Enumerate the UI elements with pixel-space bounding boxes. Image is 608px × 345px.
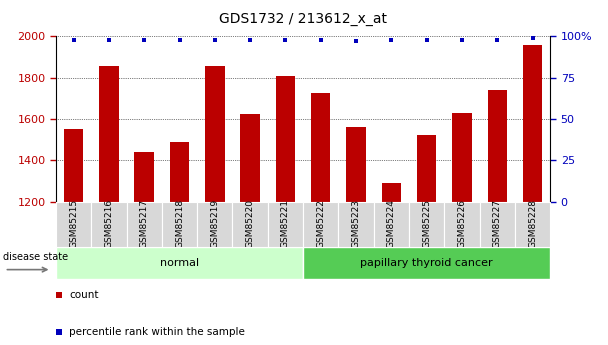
Bar: [134, 152, 154, 202]
Bar: [232, 202, 268, 247]
Bar: [303, 247, 550, 279]
Text: normal: normal: [160, 258, 199, 268]
Bar: [91, 202, 126, 247]
Text: GSM85228: GSM85228: [528, 199, 537, 248]
Bar: [488, 90, 507, 202]
Text: GSM85218: GSM85218: [175, 199, 184, 248]
Bar: [170, 142, 189, 202]
Text: papillary thyroid cancer: papillary thyroid cancer: [361, 258, 493, 268]
Text: GSM85226: GSM85226: [457, 199, 466, 248]
Text: percentile rank within the sample: percentile rank within the sample: [69, 327, 245, 337]
Bar: [275, 76, 295, 202]
Bar: [56, 202, 91, 247]
Bar: [64, 129, 83, 202]
Text: GSM85219: GSM85219: [210, 199, 219, 248]
Bar: [347, 127, 366, 202]
Text: GSM85225: GSM85225: [422, 199, 431, 248]
Text: GSM85216: GSM85216: [105, 199, 114, 248]
Bar: [515, 202, 550, 247]
Text: GSM85222: GSM85222: [316, 199, 325, 248]
Text: GSM85224: GSM85224: [387, 199, 396, 248]
Text: GDS1732 / 213612_x_at: GDS1732 / 213612_x_at: [219, 12, 387, 26]
Bar: [523, 45, 542, 202]
Text: GSM85223: GSM85223: [351, 199, 361, 248]
Bar: [126, 202, 162, 247]
Bar: [268, 202, 303, 247]
Bar: [339, 202, 374, 247]
Bar: [409, 202, 444, 247]
Bar: [382, 183, 401, 202]
Bar: [444, 202, 480, 247]
Text: GSM85217: GSM85217: [140, 199, 149, 248]
Text: GSM85221: GSM85221: [281, 199, 290, 248]
Text: GSM85227: GSM85227: [492, 199, 502, 248]
Bar: [303, 202, 339, 247]
Bar: [311, 93, 331, 202]
Text: GSM85220: GSM85220: [246, 199, 255, 248]
Bar: [240, 114, 260, 202]
Bar: [417, 135, 437, 202]
Bar: [452, 113, 472, 202]
Bar: [162, 202, 197, 247]
Bar: [197, 202, 232, 247]
Text: count: count: [69, 290, 98, 300]
Bar: [374, 202, 409, 247]
Bar: [56, 247, 303, 279]
Text: GSM85215: GSM85215: [69, 199, 78, 248]
Bar: [205, 66, 224, 202]
Bar: [480, 202, 515, 247]
Text: disease state: disease state: [3, 252, 68, 262]
Bar: [99, 66, 119, 202]
